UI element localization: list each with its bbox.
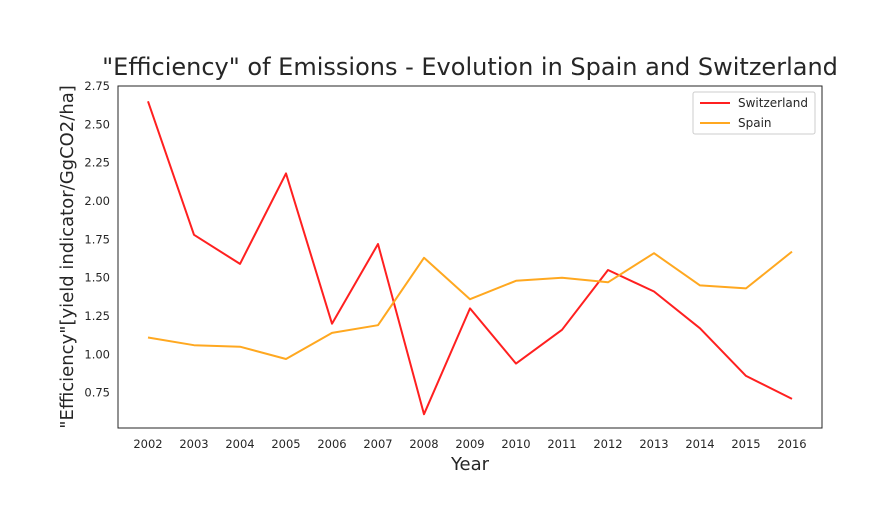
y-tick-label: 2.00 (84, 194, 110, 208)
x-tick-label: 2008 (409, 437, 438, 451)
x-tick-label: 2002 (133, 437, 162, 451)
x-tick-label: 2003 (179, 437, 208, 451)
legend-label-spain: Spain (738, 116, 772, 130)
y-axis-label: "Efficiency"[yield indicator/GgCO2/ha] (57, 85, 78, 429)
x-tick-label: 2012 (593, 437, 622, 451)
y-tick-label: 1.75 (84, 232, 110, 246)
x-tick-label: 2004 (225, 437, 254, 451)
series-lines (147, 100, 793, 416)
y-tick-label: 1.00 (84, 347, 110, 361)
x-tick-label: 2005 (271, 437, 300, 451)
plot-area (117, 85, 823, 429)
chart-title: "Efficiency" of Emissions - Evolution in… (102, 53, 838, 81)
x-axis-label: Year (450, 454, 490, 475)
y-tick-label: 1.50 (84, 271, 110, 285)
x-tick-labels: 2002 2003 2004 2005 2006 2007 2008 2009 2010 2011… (133, 437, 806, 451)
x-tick-label: 2010 (501, 437, 530, 451)
x-tick-label: 2011 (547, 437, 576, 451)
x-tick-label: 2013 (639, 437, 668, 451)
legend: Switzerland Spain (692, 91, 816, 135)
x-tick-label: 2006 (317, 437, 346, 451)
x-tick-label: 2016 (777, 437, 806, 451)
x-tick-label: 2014 (685, 437, 714, 451)
y-tick-label: 1.25 (84, 309, 110, 323)
x-tick-label: 2009 (455, 437, 484, 451)
series-line-switzerland (147, 100, 793, 416)
y-tick-label: 0.75 (84, 386, 110, 400)
x-tick-label: 2007 (363, 437, 392, 451)
series-line-spain (147, 250, 793, 360)
y-tick-label: 2.25 (84, 156, 110, 170)
y-tick-labels: 0.75 1.00 1.25 1.50 1.75 2.00 2.25 2.50 2.75 (84, 79, 110, 400)
x-tick-label: 2015 (731, 437, 760, 451)
y-tick-label: 2.75 (84, 79, 110, 93)
y-tick-label: 2.50 (84, 117, 110, 131)
legend-label-switzerland: Switzerland (738, 96, 808, 110)
